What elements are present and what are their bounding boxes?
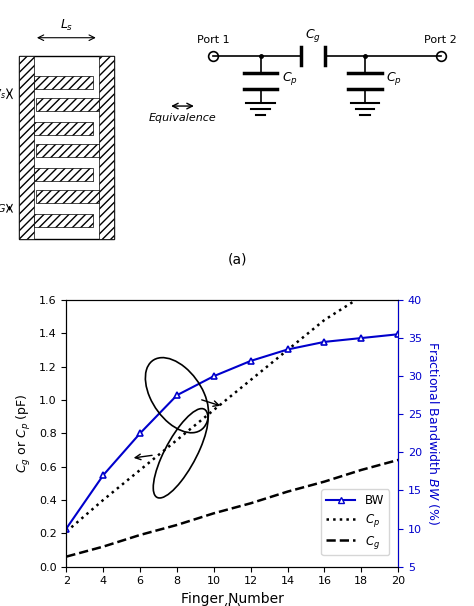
Text: $C_p$: $C_p$ — [386, 70, 402, 87]
Text: (b): (b) — [222, 602, 242, 606]
Bar — [19, 56, 114, 239]
X-axis label: Finger Number: Finger Number — [181, 592, 284, 606]
Y-axis label: $C_g$ or $C_p$ (pF): $C_g$ or $C_p$ (pF) — [15, 393, 33, 473]
Text: Equivalence: Equivalence — [149, 113, 216, 123]
Polygon shape — [34, 168, 93, 181]
Text: $W_s$: $W_s$ — [0, 87, 6, 101]
Y-axis label: Fractional Bandwidth $BW$ (%): Fractional Bandwidth $BW$ (%) — [427, 341, 441, 525]
Polygon shape — [34, 76, 93, 89]
Text: $C_p$: $C_p$ — [282, 70, 298, 87]
Legend: BW, $C_p$, $C_g$: BW, $C_p$, $C_g$ — [321, 490, 389, 555]
Text: Port 2: Port 2 — [424, 35, 457, 45]
Text: (a): (a) — [227, 252, 247, 267]
Polygon shape — [36, 98, 99, 111]
Text: Port 1: Port 1 — [197, 35, 229, 45]
Polygon shape — [99, 56, 114, 239]
Text: $L_s$: $L_s$ — [60, 18, 73, 33]
Polygon shape — [36, 190, 99, 202]
Polygon shape — [19, 56, 34, 239]
Polygon shape — [36, 144, 99, 157]
Text: $G$: $G$ — [0, 202, 6, 215]
Polygon shape — [34, 214, 93, 227]
Polygon shape — [34, 122, 93, 135]
Text: $C_g$: $C_g$ — [305, 27, 321, 44]
